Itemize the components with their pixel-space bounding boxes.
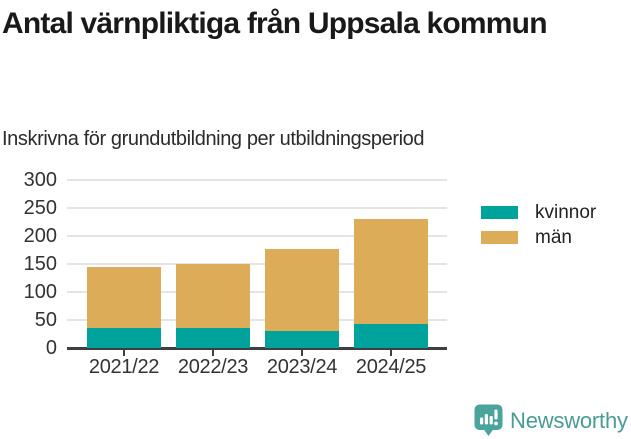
bar-segment-män-2023/24 xyxy=(265,249,339,332)
y-axis-labels: 0 50 100 150 200 250 300 xyxy=(0,169,57,359)
x-axis-line xyxy=(67,347,447,350)
plot-area xyxy=(67,179,447,356)
x-tick-label-2024/25: 2024/25 xyxy=(355,356,427,378)
bar-segment-kvinnor-2021/22 xyxy=(87,328,161,348)
legend-item-kvinnor: kvinnor xyxy=(481,200,596,225)
bar-segment-kvinnor-2022/23 xyxy=(176,327,250,348)
newsworthy-logo-icon xyxy=(474,404,503,437)
x-tick-2023/24 xyxy=(301,349,303,356)
gridline-250 xyxy=(67,207,447,209)
gridline-50 xyxy=(67,319,447,321)
bar-segment-kvinnor-2023/24 xyxy=(265,331,339,348)
legend-item-män: män xyxy=(481,225,596,250)
gridline-200 xyxy=(67,235,447,237)
x-axis-labels: 2021/22 2022/23 2023/24 2024/25 xyxy=(0,356,631,382)
y-tick-label-50: 50 xyxy=(34,309,57,331)
legend-label-män: män xyxy=(535,226,572,248)
bar-segment-män-2024/25 xyxy=(354,219,428,324)
x-tick-label-2021/22: 2021/22 xyxy=(88,356,160,378)
brand-name: Newsworthy xyxy=(510,407,628,433)
bar-segment-män-2022/23 xyxy=(176,264,250,328)
chart-subtitle: Inskrivna för grundutbildning per utbild… xyxy=(2,128,425,150)
y-tick-label-250: 250 xyxy=(23,197,57,219)
gridline-300 xyxy=(67,179,447,181)
y-tick-label-0: 0 xyxy=(45,337,57,359)
bar-segment-kvinnor-2024/25 xyxy=(354,323,428,348)
x-tick-2022/23 xyxy=(212,349,214,356)
legend-swatch-män xyxy=(481,231,518,244)
chart-title: Antal värnpliktiga från Uppsala kommun xyxy=(2,7,548,40)
x-tick-2024/25 xyxy=(390,349,392,356)
y-tick-label-100: 100 xyxy=(23,281,57,303)
gridline-150 xyxy=(67,263,447,265)
gridline-100 xyxy=(67,291,447,293)
x-tick-2021/22 xyxy=(123,349,125,356)
legend-label-kvinnor: kvinnor xyxy=(535,201,597,223)
y-tick-label-300: 300 xyxy=(23,169,57,191)
y-tick-label-200: 200 xyxy=(23,225,57,247)
x-tick-label-2023/24: 2023/24 xyxy=(266,356,338,378)
legend-swatch-kvinnor xyxy=(481,206,518,219)
brand-footer: Newsworthy xyxy=(474,404,628,437)
bar-segment-män-2021/22 xyxy=(87,266,161,329)
legend: kvinnor män xyxy=(481,200,596,250)
x-tick-label-2022/23: 2022/23 xyxy=(177,356,249,378)
y-tick-label-150: 150 xyxy=(23,253,57,275)
